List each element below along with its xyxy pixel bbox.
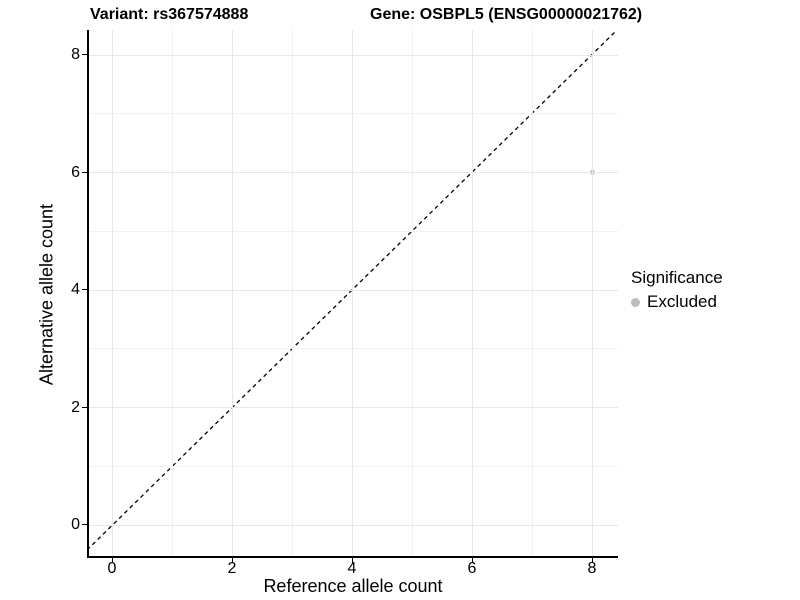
y-tick-label: 4 xyxy=(71,281,80,298)
scatter-layer xyxy=(88,30,618,550)
gridline-major xyxy=(112,30,113,557)
legend-title: Significance xyxy=(631,268,723,287)
y-tick-label: 2 xyxy=(71,399,80,416)
y-axis-line xyxy=(87,30,89,558)
y-tick-mark xyxy=(82,54,87,55)
x-tick-label: 6 xyxy=(467,560,477,577)
gridline-major xyxy=(232,30,233,557)
gridline-major xyxy=(88,55,618,56)
legend-item-label: Excluded xyxy=(647,292,717,311)
y-tick-mark xyxy=(82,524,87,525)
gridline-minor xyxy=(88,113,618,114)
x-tick-mark xyxy=(472,558,473,563)
gridline-major xyxy=(88,407,618,408)
y-tick-label: 8 xyxy=(71,46,80,63)
x-tick-mark xyxy=(112,558,113,563)
gridline-minor xyxy=(172,30,173,557)
plot-panel xyxy=(88,30,618,557)
gridline-minor xyxy=(292,30,293,557)
x-tick-mark xyxy=(352,558,353,563)
x-tick-label: 0 xyxy=(107,560,117,577)
x-axis-line xyxy=(87,556,618,558)
gridline-major xyxy=(352,30,353,557)
gridline-minor xyxy=(412,30,413,557)
x-tick-label: 2 xyxy=(227,560,237,577)
gridline-major xyxy=(88,290,618,291)
gridline-minor xyxy=(88,348,618,349)
y-tick-mark xyxy=(82,407,87,408)
y-tick-mark xyxy=(82,172,87,173)
legend: Significance Excluded xyxy=(631,268,723,312)
y-tick-mark xyxy=(82,289,87,290)
x-tick-label: 8 xyxy=(587,560,597,577)
excluded-point-swatch-icon xyxy=(631,297,640,307)
plot-title-variant: Variant: rs367574888 xyxy=(90,6,249,23)
y-tick-label: 0 xyxy=(71,516,80,533)
gridline-minor xyxy=(88,466,618,467)
plot-title-gene: Gene: OSBPL5 (ENSG00000021762) xyxy=(370,6,643,23)
gridline-minor xyxy=(88,231,618,232)
gridline-major xyxy=(88,172,618,173)
x-axis-title: Reference allele count xyxy=(263,576,443,596)
gridline-major xyxy=(88,525,618,526)
x-tick-label: 4 xyxy=(347,560,357,577)
x-tick-mark xyxy=(592,558,593,563)
gridline-major xyxy=(472,30,473,557)
gridline-minor xyxy=(532,30,533,557)
y-axis-title: Alternative allele count xyxy=(36,203,57,386)
gridline-major xyxy=(592,30,593,557)
x-tick-mark xyxy=(232,558,233,563)
legend-item-excluded: Excluded xyxy=(631,292,723,312)
y-tick-label: 6 xyxy=(71,164,80,181)
